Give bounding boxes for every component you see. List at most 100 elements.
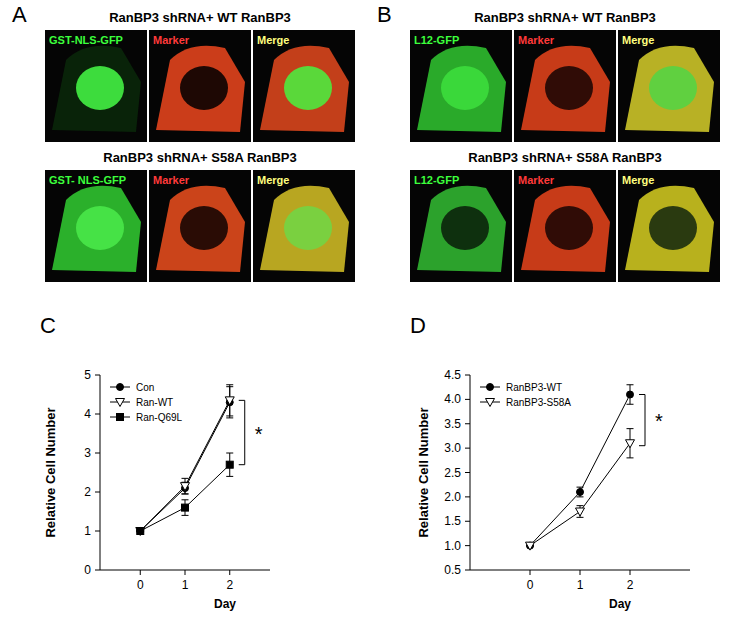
micrograph: GST- NLS-GFP (45, 170, 147, 282)
image-label: Marker (518, 34, 555, 46)
data-point (576, 508, 585, 516)
x-tick-label: 0 (137, 578, 144, 592)
image-label: Merge (622, 34, 654, 46)
y-tick (465, 448, 470, 449)
error-cap (577, 487, 584, 488)
cell-nucleus (441, 206, 489, 250)
legend-label: Ran-Q69L (136, 412, 183, 423)
cell-body (625, 186, 714, 272)
y-tick-label: 2.5 (444, 466, 461, 480)
cell-body (625, 46, 714, 132)
error-bar (182, 478, 189, 494)
cell-nucleus (649, 66, 697, 110)
image-label: Merge (622, 174, 654, 186)
data-point (626, 440, 635, 448)
y-tick (95, 570, 100, 571)
error-cap (577, 496, 584, 497)
background (0, 0, 733, 617)
error-cap (577, 505, 584, 506)
x-tick (185, 570, 186, 575)
error-cap (226, 476, 233, 477)
error-bar (226, 453, 233, 476)
y-tick (465, 496, 470, 497)
data-point (136, 528, 145, 536)
micrograph: GST-NLS-GFP (45, 30, 147, 142)
error-bar (226, 385, 233, 416)
significance-label: * (255, 423, 263, 445)
row-title: RanBP3 shRNA+ WT RanBP3 (109, 10, 291, 25)
cell-body (521, 186, 610, 272)
y-tick (95, 531, 100, 532)
image-frame (45, 30, 147, 142)
legend: ConRan-WTRan-Q69L (110, 382, 183, 423)
y-tick-label: 1 (84, 524, 91, 538)
x-tick (140, 570, 141, 575)
y-tick (95, 414, 100, 415)
image-label: L12-GFP (414, 174, 459, 186)
data-point (627, 391, 634, 398)
error-cap (627, 384, 634, 385)
cell-nucleus (441, 66, 489, 110)
data-point (137, 528, 144, 535)
micrograph: Marker (149, 170, 251, 282)
row-title: RanBP3 shRNA+ S58A RanBP3 (103, 150, 297, 165)
cell-body (156, 186, 245, 272)
cell-nucleus (180, 206, 228, 250)
micrograph: Marker (149, 30, 251, 142)
cell-body (417, 46, 506, 132)
legend-marker (116, 399, 125, 407)
data-point (526, 542, 535, 550)
image-frame (410, 30, 512, 142)
panel-letter: B (377, 2, 392, 27)
data-point (577, 489, 584, 496)
significance-bracket (239, 400, 245, 464)
cell-nucleus (284, 66, 332, 110)
image-frame (253, 170, 355, 282)
cell-body (52, 46, 141, 132)
error-cap (627, 457, 634, 458)
cell-body (260, 46, 349, 132)
error-cap (182, 493, 189, 494)
row-title: RanBP3 shRNA+ WT RanBP3 (474, 10, 656, 25)
error-cap (182, 515, 189, 516)
data-point (137, 528, 144, 535)
micrograph: Merge (618, 30, 720, 142)
significance-bracket (639, 395, 645, 446)
y-tick-label: 4.5 (444, 368, 461, 382)
micrograph: L12-GFP (410, 170, 512, 282)
cell-body (260, 186, 349, 272)
data-point (225, 397, 234, 405)
chart: C012345012DayRelative Cell NumberConRan-… (40, 313, 270, 611)
y-tick-label: 1.5 (444, 514, 461, 528)
error-cap (226, 417, 233, 418)
image-frame (514, 170, 616, 282)
x-tick (630, 570, 631, 575)
x-tick-label: 2 (226, 578, 233, 592)
image-frame (514, 30, 616, 142)
error-cap (182, 478, 189, 479)
micrograph: Merge (618, 170, 720, 282)
x-tick-label: 2 (627, 578, 634, 592)
image-label: L12-GFP (414, 34, 459, 46)
y-tick-label: 1.0 (444, 539, 461, 553)
cell-nucleus (76, 206, 124, 250)
series-line (530, 443, 630, 545)
cell-nucleus (76, 66, 124, 110)
significance-label: * (655, 410, 663, 432)
legend-label: RanBP3-WT (506, 382, 562, 393)
x-tick-label: 0 (527, 578, 534, 592)
image-label: GST- NLS-GFP (49, 174, 126, 186)
error-bar (627, 429, 634, 458)
error-bar (182, 500, 189, 516)
y-tick (465, 399, 470, 400)
row-title: RanBP3 shRNA+ S58A RanBP3 (468, 150, 662, 165)
y-tick (465, 423, 470, 424)
y-tick (465, 472, 470, 473)
y-axis-label: Relative Cell Number (43, 407, 58, 537)
image-label: Marker (153, 174, 190, 186)
y-axis (100, 375, 101, 570)
image-frame (149, 170, 251, 282)
cell-nucleus (545, 66, 593, 110)
x-tick-label: 1 (577, 578, 584, 592)
cell-body (156, 46, 245, 132)
